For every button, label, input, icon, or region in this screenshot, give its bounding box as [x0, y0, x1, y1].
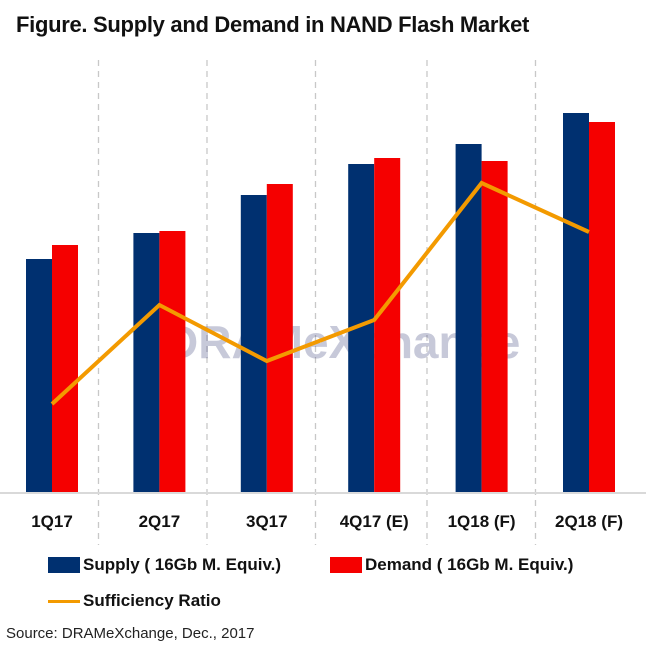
chart-plot: DRAMeXchange 1Q17 2Q17 3Q17 4Q17 (E) 1Q18 (F… [0, 60, 646, 545]
legend-item-demand: Demand ( 16Gb M. Equiv.) [330, 555, 573, 575]
demand-bar [159, 231, 186, 493]
demand-bar [266, 184, 293, 493]
demand-bar [52, 245, 78, 493]
source-note: Source: DRAMeXchange, Dec., 2017 [6, 625, 255, 642]
sufficiency-swatch [48, 599, 80, 603]
x-tick-label: 4Q17 (E) [340, 512, 409, 531]
chart-title: Figure. Supply and Demand in NAND Flash … [16, 12, 530, 37]
legend-item-sufficiency: Sufficiency Ratio [48, 591, 221, 611]
x-tick-label: 2Q18 (F) [555, 512, 623, 531]
x-tick-label: 2Q17 [139, 512, 181, 531]
gridlines [97, 60, 537, 545]
sufficiency-ratio-line [50, 180, 590, 406]
supply-swatch [48, 557, 80, 573]
sufficiency-line [50, 180, 590, 406]
supply-bar [563, 113, 589, 493]
x-tick-label: 1Q17 [31, 512, 73, 531]
supply-bar [26, 259, 52, 493]
legend-item-supply: Supply ( 16Gb M. Equiv.) [48, 555, 281, 575]
supply-bar [240, 195, 267, 493]
legend-label-sufficiency: Sufficiency Ratio [83, 591, 221, 610]
demand-bar [374, 158, 401, 493]
legend-label-demand: Demand ( 16Gb M. Equiv.) [365, 555, 574, 574]
x-tick-label: 1Q18 (F) [448, 512, 516, 531]
demand-bar [589, 122, 615, 493]
x-tick-label: 3Q17 [246, 512, 288, 531]
demand-bar [481, 161, 508, 493]
supply-bar [133, 233, 160, 493]
bars [26, 113, 615, 493]
legend-label-supply: Supply ( 16Gb M. Equiv.) [83, 555, 282, 574]
demand-swatch [330, 557, 362, 573]
x-tick-labels: 1Q17 2Q17 3Q17 4Q17 (E) 1Q18 (F) 2Q18 (F) [31, 512, 623, 531]
